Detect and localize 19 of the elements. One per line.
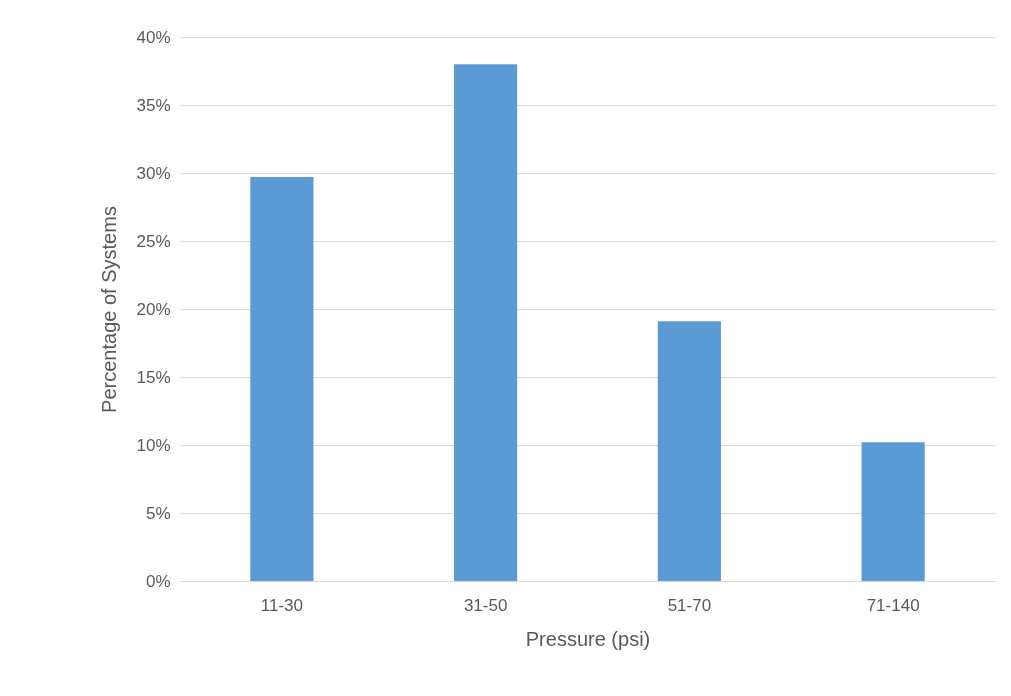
x-axis-title: Pressure (psi) bbox=[525, 627, 651, 650]
y-tick-label: 40% bbox=[136, 27, 171, 47]
y-tick-label: 20% bbox=[136, 299, 171, 319]
y-axis-title: Percentage of Systems bbox=[98, 206, 121, 413]
bar bbox=[657, 321, 721, 581]
x-tick-label: 11-30 bbox=[260, 595, 303, 615]
y-tick-label: 25% bbox=[136, 231, 171, 251]
bar bbox=[861, 442, 925, 581]
bar bbox=[250, 177, 314, 581]
x-tick-label: 51-70 bbox=[667, 595, 712, 615]
x-tick-label: 71-140 bbox=[866, 595, 920, 615]
y-tick-label: 35% bbox=[136, 95, 171, 115]
x-tick-label: 31-50 bbox=[463, 595, 508, 615]
y-tick-label: 5% bbox=[145, 503, 171, 523]
y-tick-label: 0% bbox=[145, 571, 171, 591]
y-tick-label: 30% bbox=[136, 163, 171, 183]
y-tick-label: 10% bbox=[136, 435, 171, 455]
bar bbox=[454, 64, 518, 581]
y-tick-label: 15% bbox=[136, 367, 171, 387]
